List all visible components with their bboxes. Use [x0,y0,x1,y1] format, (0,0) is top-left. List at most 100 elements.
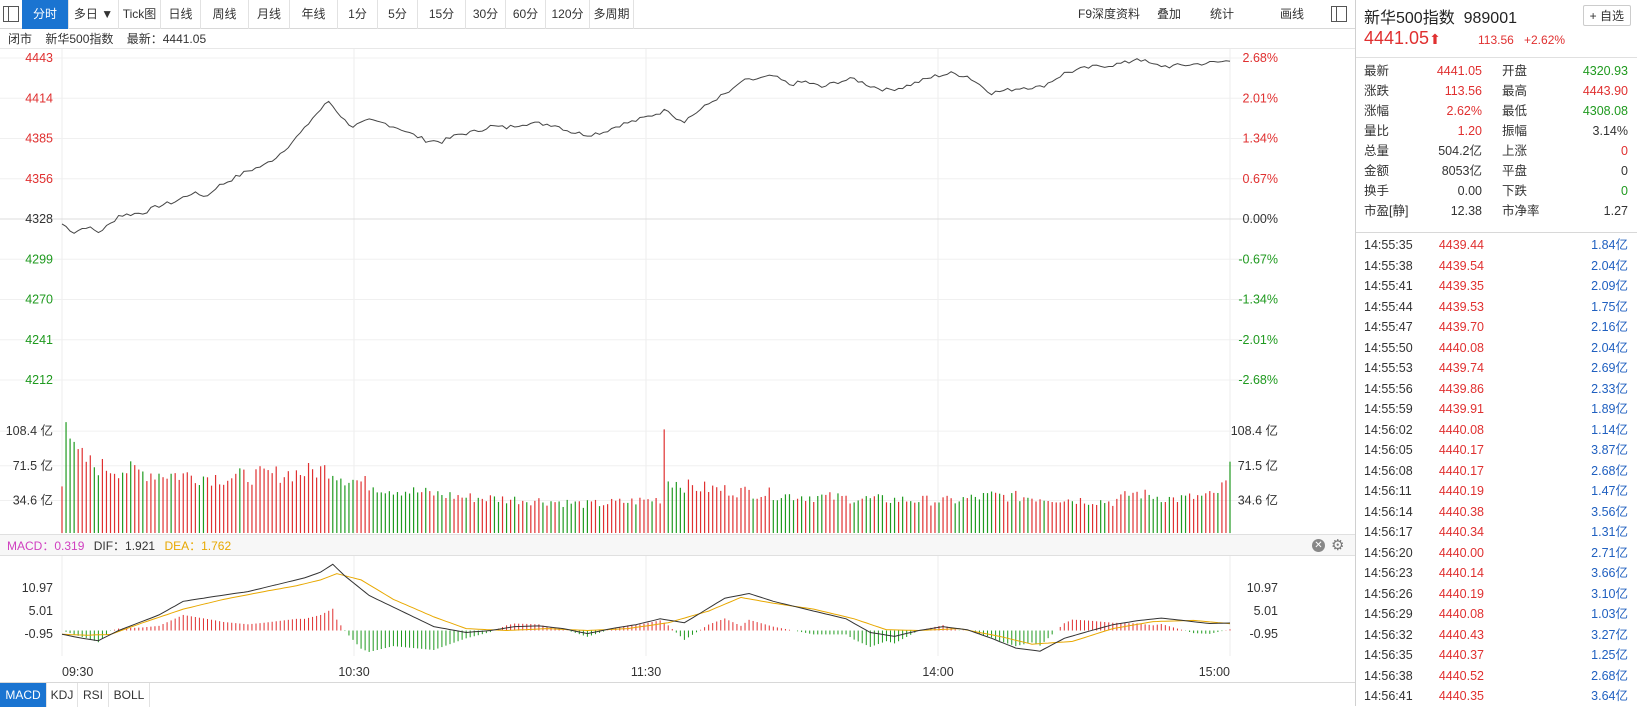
stat-value: 1.27 [1603,204,1628,218]
tick-volume: 2.09亿 [1591,279,1628,293]
stat-label: 换手 [1364,184,1390,198]
tick-price: 4439.86 [1438,381,1484,396]
stat-value: 2.62% [1446,104,1482,118]
period-tab-2[interactable]: Tick图 [119,0,161,29]
price-change-pct: +2.62% [1524,33,1566,47]
tick-row: 14:55:44 4439.53 1.75亿 [1356,297,1637,318]
period-tab-7[interactable]: 1分 [338,0,378,29]
volume-axis-tick: 108.4 亿 [1231,423,1278,438]
macd-legend: MACD：0.319 DIF：1.921 DEA：1.762 ✕ ⚙ [0,534,1355,556]
pct-axis-tick: -0.67% [1238,252,1278,266]
tick-volume: 2.04亿 [1591,258,1628,273]
stat-row: 总量 504.2亿 上涨 0 [1356,141,1637,161]
stat-value: 4443.90 [1582,84,1628,98]
price-axis-tick: 4356 [25,172,53,186]
macd-axis-tick: -0.95 [1250,627,1279,641]
add-favorite-button[interactable]: + 自选 [1582,5,1631,26]
settings-gear-icon[interactable]: ⚙ [1331,537,1345,554]
period-tab-13[interactable]: 多周期 [590,0,634,29]
index-title: 新华500指数 989001 [1364,4,1517,28]
period-tab-8[interactable]: 5分 [378,0,418,29]
price-axis-tick: 4328 [25,212,53,226]
right-panel-toggle-icon[interactable] [1331,6,1347,22]
tick-volume: 2.16亿 [1591,320,1628,334]
period-tab-5[interactable]: 月线 [249,0,290,29]
period-tab-9[interactable]: 15分 [418,0,466,29]
stat-value: 3.14% [1592,124,1628,138]
period-tab-4[interactable]: 周线 [201,0,249,29]
pct-axis-tick: -2.01% [1238,333,1278,347]
period-tab-10[interactable]: 30分 [466,0,506,29]
latest-price: 最新：4441.05 [126,32,207,46]
tick-time: 14:56:20 [1364,545,1413,560]
chart-infobar: 闭市 新华500指数 最新：4441.05 [0,29,1355,49]
indicator-tab-boll[interactable]: BOLL [109,683,150,707]
time-axis-tick: 14:00 [922,665,953,679]
intraday-chart[interactable]: 4443 2.68% 4414 2.01% 4385 1.34% 4356 0.67% 4328… [0,49,1355,682]
tick-volume: 1.03亿 [1591,607,1628,621]
tick-volume: 3.27亿 [1591,627,1628,642]
stat-value: 0.00 [1457,184,1482,198]
tick-time: 14:56:23 [1364,566,1413,580]
drawing-button[interactable]: 画线 [1280,7,1305,21]
tick-price: 4440.08 [1438,607,1484,621]
indicator-tab-rsi[interactable]: RSI [78,683,109,707]
tick-row: 14:55:56 4439.86 2.33亿 [1356,379,1637,400]
period-tab-6[interactable]: 年线 [290,0,338,29]
stat-label: 振幅 [1502,124,1528,138]
pct-axis-tick: -1.34% [1238,293,1278,307]
stat-label: 市净率 [1502,204,1540,218]
overlay-button[interactable]: 叠加 [1157,7,1182,21]
time-axis-tick: 15:00 [1199,665,1230,679]
stat-value: 0 [1621,164,1628,178]
stat-row: 最新 4441.05 开盘 4320.93 [1356,61,1637,81]
indicator-tab-macd[interactable]: MACD [0,683,47,707]
stat-value: 8053亿 [1441,164,1482,178]
tick-row: 14:55:35 4439.44 1.84亿 [1356,235,1637,256]
stat-label: 量比 [1364,124,1390,138]
stat-value: 12.38 [1450,204,1482,218]
tick-volume: 3.87亿 [1591,443,1628,457]
period-tab-12[interactable]: 120分 [546,0,590,29]
volume-axis-tick: 71.5 亿 [1238,458,1278,473]
tick-volume: 1.14亿 [1591,422,1628,437]
stat-value: 4441.05 [1436,64,1482,78]
tick-time: 14:55:38 [1364,258,1413,273]
tick-row: 14:56:26 4440.19 3.10亿 [1356,584,1637,605]
tick-row: 14:56:29 4440.08 1.03亿 [1356,604,1637,625]
tick-time: 14:56:17 [1364,525,1413,539]
tick-time: 14:55:50 [1364,340,1413,355]
tick-price: 4440.43 [1438,627,1484,642]
tick-list[interactable]: 14:55:35 4439.44 1.84亿 14:55:38 4439.54 2.04亿… [1356,232,1637,707]
stat-value: 0 [1621,184,1628,198]
period-tab-11[interactable]: 60分 [506,0,546,29]
statistics-button[interactable]: 统计 [1210,7,1235,21]
f9-deep-data-button[interactable]: F9深度资料 [1078,7,1141,21]
stat-label: 总量 [1364,144,1390,158]
market-status: 闭市 [8,32,33,46]
tick-volume: 2.33亿 [1591,381,1628,396]
tick-row: 14:55:47 4439.70 2.16亿 [1356,317,1637,338]
period-tab-1[interactable]: 多日 ▼ [69,0,119,29]
tick-row: 14:56:17 4440.34 1.31亿 [1356,522,1637,543]
tick-row: 14:56:23 4440.14 3.66亿 [1356,563,1637,584]
tick-price: 4440.00 [1438,545,1484,560]
tick-volume: 2.04亿 [1591,340,1628,355]
tick-price: 4440.34 [1438,525,1484,539]
tick-row: 14:56:38 4440.52 2.68亿 [1356,666,1637,687]
tick-volume: 3.10亿 [1591,586,1628,601]
indicator-tab-kdj[interactable]: KDJ [47,683,78,707]
pct-axis-tick: 2.68% [1243,51,1278,65]
period-tab-3[interactable]: 日线 [161,0,201,29]
price-axis-tick: 4299 [25,252,53,266]
left-panel-toggle-icon[interactable] [3,6,19,22]
price-axis-tick: 4212 [25,373,53,387]
tick-row: 14:56:20 4440.00 2.71亿 [1356,543,1637,564]
tick-time: 14:55:53 [1364,361,1413,375]
price-change: 113.56 [1478,33,1514,47]
period-tab-0[interactable]: 分时 [22,0,69,29]
tick-price: 4440.38 [1438,504,1484,519]
tick-volume: 2.68亿 [1591,668,1628,683]
close-indicator-icon[interactable]: ✕ [1312,539,1325,552]
index-name-label: 新华500指数 [1364,10,1455,27]
